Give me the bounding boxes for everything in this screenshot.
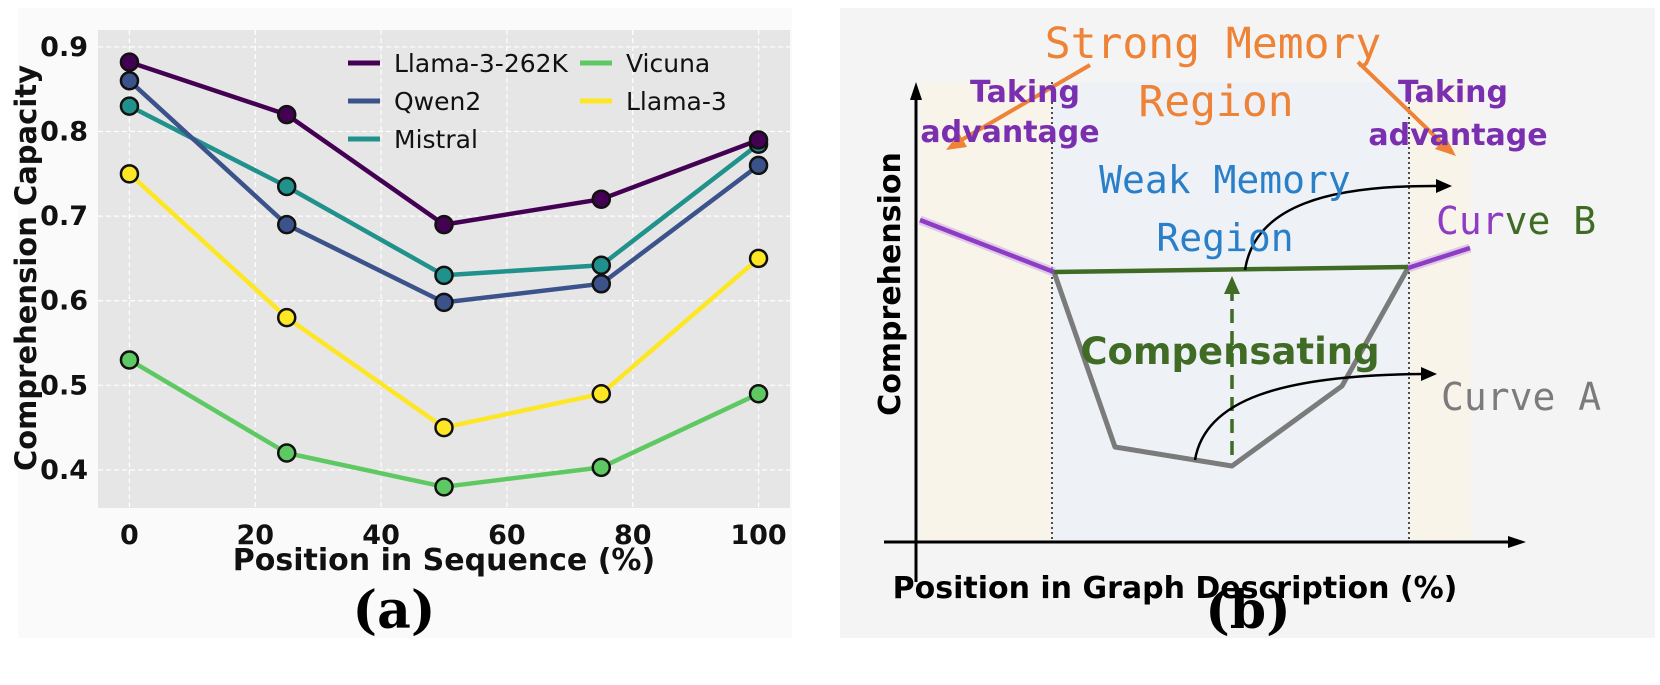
data-point-llama-3-262k <box>119 52 140 72</box>
curve-b-label: Curve B <box>1436 199 1596 243</box>
y-tick-label: 0.4 <box>40 455 88 486</box>
curve-b-pointer-arrow <box>1243 184 1441 271</box>
y-tick-label: 0.7 <box>40 201 88 232</box>
legend-entry: Llama-3-262K <box>394 49 569 78</box>
data-point-llama-3-262k <box>276 104 297 125</box>
curve-a-pointer-arrowhead <box>1421 367 1437 381</box>
weak-region-label-line2: Region <box>1156 216 1293 260</box>
data-point-llama-3 <box>591 384 612 404</box>
panel-b: Strong Memory Region Taking advantage Ta… <box>840 8 1655 641</box>
data-point-llama-3-262k <box>748 130 769 150</box>
legend: Llama-3-262K Qwen2 Mistral Vicuna Llama-3 <box>348 49 727 154</box>
curve-a-line <box>1051 266 1411 469</box>
panel-a: 0 20 40 60 80 100 0.4 0.5 0.6 0.7 0.8 0.9 Llama-3-… <box>9 8 792 641</box>
legend-entry: Llama-3 <box>626 87 727 116</box>
diagram-y-axis-label: Comprehension <box>873 152 908 416</box>
curve-a-label: Curve A <box>1441 375 1601 419</box>
data-point-llama-3 <box>119 164 140 184</box>
y-tick-label: 0.5 <box>40 370 88 401</box>
data-point-llama-3-262k <box>434 214 454 235</box>
x-tick-label: 60 <box>488 520 526 551</box>
data-point-vicuna <box>434 477 454 497</box>
data-point-qwen2 <box>119 71 140 91</box>
legend-entry: Vicuna <box>626 49 710 78</box>
curve-b-middle-segment <box>1053 264 1409 275</box>
taking-advantage-left-line2: advantage <box>920 115 1099 150</box>
data-point-mistral <box>434 265 454 286</box>
taking-advantage-left-line1: Taking <box>970 75 1080 110</box>
x-tick-label: 100 <box>730 520 786 551</box>
y-tick-labels: 0.4 0.5 0.6 0.7 0.8 0.9 <box>40 32 88 486</box>
data-point-mistral <box>276 176 297 197</box>
y-tick-label: 0.9 <box>40 32 88 63</box>
strong-arrowhead-left <box>946 133 967 150</box>
data-point-mistral <box>119 96 140 116</box>
legend-entry: Qwen2 <box>394 87 481 116</box>
data-point-qwen2 <box>276 214 297 235</box>
data-point-llama-3 <box>276 307 297 328</box>
strong-arrow-right <box>1356 60 1447 148</box>
y-axis-arrowhead <box>910 82 922 100</box>
data-point-vicuna <box>591 457 612 478</box>
data-point-llama-3 <box>434 417 454 438</box>
strong-region-label-line2: Region <box>1138 77 1293 127</box>
data-point-llama-3 <box>748 248 769 269</box>
x-tick-label: 80 <box>614 520 652 551</box>
taking-advantage-right-line2: advantage <box>1368 118 1547 153</box>
weak-region-label-line1: Weak Memory <box>1099 158 1351 202</box>
taking-advantage-right-line1: Taking <box>1398 75 1508 110</box>
series-points <box>119 52 769 497</box>
data-point-mistral <box>591 255 612 275</box>
strong-region-label-line1: Strong Memory <box>1045 19 1382 69</box>
curve-b-right-segment <box>1407 245 1471 271</box>
strong-arrowhead-right <box>1435 137 1456 156</box>
data-point-qwen2 <box>591 274 612 294</box>
x-axis-label: Position in Sequence (%) <box>233 543 655 578</box>
panel-label-b: (b) <box>1205 580 1291 641</box>
x-tick-label: 0 <box>120 520 139 551</box>
x-axis-arrowhead <box>1508 536 1526 548</box>
compensating-label: Compensating <box>1080 330 1379 373</box>
curve-b-left-segment <box>919 217 1055 275</box>
curve-b-label-part2: ve B <box>1505 199 1597 243</box>
panel-label-a: (a) <box>353 580 436 641</box>
data-point-vicuna <box>276 443 297 463</box>
curve-a-pointer-arrow <box>1193 372 1426 461</box>
curve-b-label-part1: Cur <box>1436 199 1505 243</box>
strong-region-right <box>1409 82 1471 540</box>
y-axis-label: Comprehension Capacity <box>9 65 43 471</box>
curve-b-pointer-arrowhead <box>1436 179 1452 193</box>
data-point-vicuna <box>119 350 140 370</box>
x-tick-label: 40 <box>362 520 400 551</box>
strong-region-left <box>920 82 1052 540</box>
strong-arrow-left <box>956 63 1092 144</box>
data-point-qwen2 <box>748 155 769 176</box>
data-point-qwen2 <box>434 292 454 313</box>
x-tick-label: 20 <box>236 520 274 551</box>
y-tick-label: 0.8 <box>40 117 88 148</box>
x-tick-labels: 0 20 40 60 80 100 <box>120 520 787 551</box>
data-point-vicuna <box>748 384 769 404</box>
compensating-arrowhead <box>1224 276 1240 294</box>
data-point-llama-3-262k <box>591 189 612 209</box>
legend-entry: Mistral <box>394 125 478 154</box>
diagram-x-axis-label: Position in Graph Description (%) <box>893 571 1458 606</box>
y-tick-label: 0.6 <box>40 286 88 317</box>
